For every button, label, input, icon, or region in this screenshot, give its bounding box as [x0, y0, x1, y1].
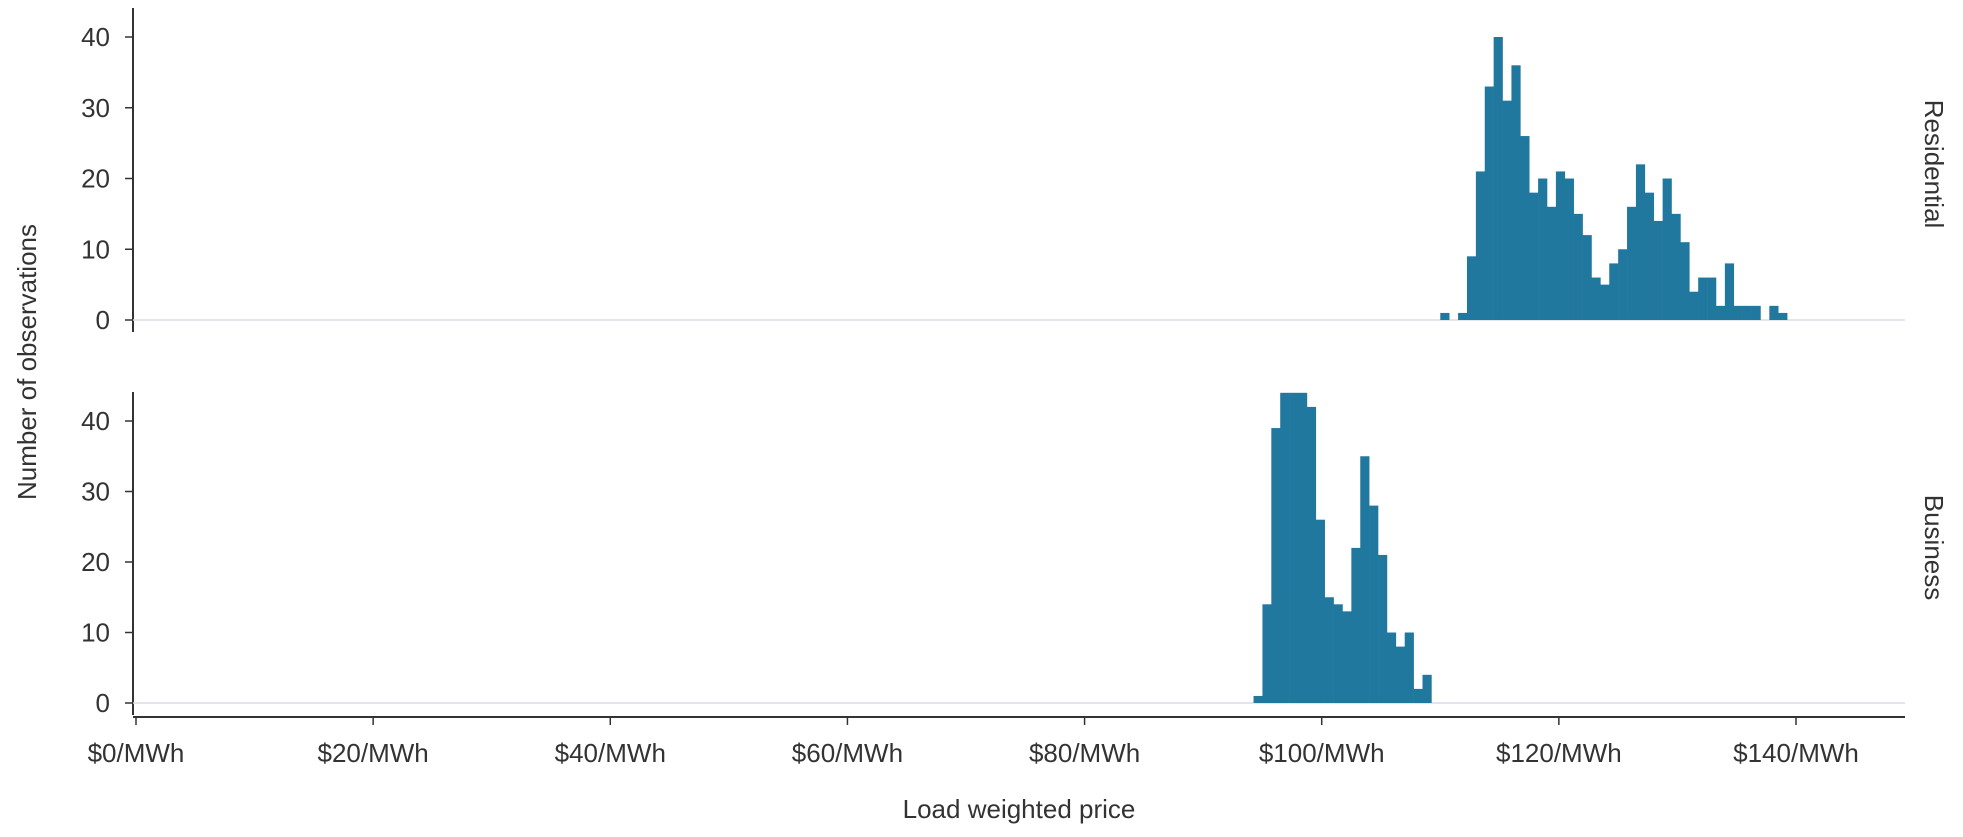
histogram-bar	[1564, 178, 1574, 320]
y-tick-label: 30	[81, 93, 110, 123]
histogram-bar	[1369, 505, 1379, 703]
histogram-bar	[1724, 263, 1735, 320]
histogram-bar	[1298, 392, 1308, 703]
x-tick-label: $140/MWh	[1733, 738, 1859, 768]
panels-layer: 0 10 20 30 40 Residential 0 10 20 30 40 Business	[81, 8, 1949, 718]
histogram-bar	[1618, 249, 1628, 320]
histogram-bar	[1751, 305, 1761, 320]
histogram-bar	[1662, 178, 1672, 320]
histogram-bar	[1707, 277, 1717, 320]
histogram-bar	[1484, 86, 1494, 321]
y-tick-label: 30	[81, 477, 110, 507]
histogram-bar	[1458, 312, 1468, 320]
histogram-bar	[1502, 100, 1512, 320]
histogram-bar	[1769, 305, 1779, 320]
histogram-bar	[1475, 171, 1486, 320]
histogram-bar	[1333, 604, 1343, 703]
histogram-bar	[1573, 213, 1583, 320]
histogram-bar	[1440, 312, 1450, 320]
histogram-bar	[1520, 136, 1530, 320]
panel-business: 0 10 20 30 40 Business	[81, 392, 1949, 718]
histogram-bar	[1271, 428, 1281, 703]
y-tick-label: 10	[81, 234, 110, 264]
y-tick-label: 20	[81, 164, 110, 194]
histogram-bar	[1778, 312, 1788, 320]
y-tick-label: 40	[81, 406, 110, 436]
y-tick-label: 20	[81, 547, 110, 577]
histogram-bar	[1644, 192, 1655, 320]
histogram-bar	[1671, 213, 1681, 320]
y-tick-label: 0	[96, 688, 110, 718]
histogram-bar	[1653, 220, 1663, 320]
histogram-bar	[1733, 305, 1743, 320]
x-tick-label: $80/MWh	[1029, 738, 1140, 768]
histogram-bar	[1306, 406, 1317, 703]
histogram-bar	[1289, 392, 1299, 703]
histogram-bar	[1742, 305, 1752, 320]
y-axis-label: Number of observations	[12, 224, 42, 500]
histogram-bar	[1582, 235, 1592, 320]
x-axis: $0/MWh $20/MWh $40/MWh $60/MWh $80/MWh $100/M…	[88, 716, 1905, 768]
x-tick-label: $20/MWh	[318, 738, 429, 768]
histogram-bar	[1360, 456, 1370, 703]
histogram-bar	[1378, 554, 1388, 703]
histogram-bar	[1342, 611, 1352, 703]
y-tick-label: 0	[96, 305, 110, 335]
histogram-bar	[1547, 206, 1557, 320]
histogram-bar	[1493, 37, 1503, 320]
x-tick-label: $0/MWh	[88, 738, 185, 768]
histogram-bar	[1466, 256, 1477, 320]
histogram-bar	[1680, 242, 1690, 320]
histogram-bar	[1715, 305, 1726, 320]
histogram-bar	[1600, 284, 1610, 320]
histogram-bar	[1422, 674, 1432, 703]
x-tick-label: $120/MWh	[1496, 738, 1622, 768]
histogram-bar	[1698, 277, 1708, 320]
histogram-bar	[1413, 688, 1423, 703]
histogram-bar	[1511, 65, 1521, 320]
histogram-bar	[1689, 291, 1699, 320]
histogram-bar	[1555, 171, 1566, 320]
histogram-bar	[1627, 206, 1637, 320]
histogram-bar	[1386, 632, 1397, 703]
histogram-bar	[1404, 632, 1414, 703]
y-tick-label: 10	[81, 618, 110, 648]
histogram-bar	[1262, 604, 1272, 703]
histogram-bar	[1351, 547, 1361, 703]
histogram-bar	[1324, 597, 1334, 703]
panel-residential: 0 10 20 30 40 Residential	[81, 8, 1949, 335]
x-axis-label: Load weighted price	[903, 794, 1136, 824]
x-tick-label: $100/MWh	[1259, 738, 1385, 768]
x-tick-label: $60/MWh	[792, 738, 903, 768]
histogram-bar	[1395, 646, 1406, 703]
facet-label: Residential	[1919, 100, 1949, 229]
facet-label: Business	[1919, 495, 1949, 601]
histogram-bar	[1538, 178, 1548, 320]
histogram-bar	[1635, 164, 1646, 320]
histogram-bar	[1280, 392, 1290, 703]
x-tick-label: $40/MWh	[555, 738, 666, 768]
histogram-bar	[1315, 519, 1325, 703]
histogram-bar	[1591, 277, 1601, 320]
histogram-bar	[1253, 695, 1263, 703]
histogram-bar	[1529, 192, 1539, 320]
y-tick-label: 40	[81, 22, 110, 52]
histogram-bar	[1609, 263, 1619, 320]
